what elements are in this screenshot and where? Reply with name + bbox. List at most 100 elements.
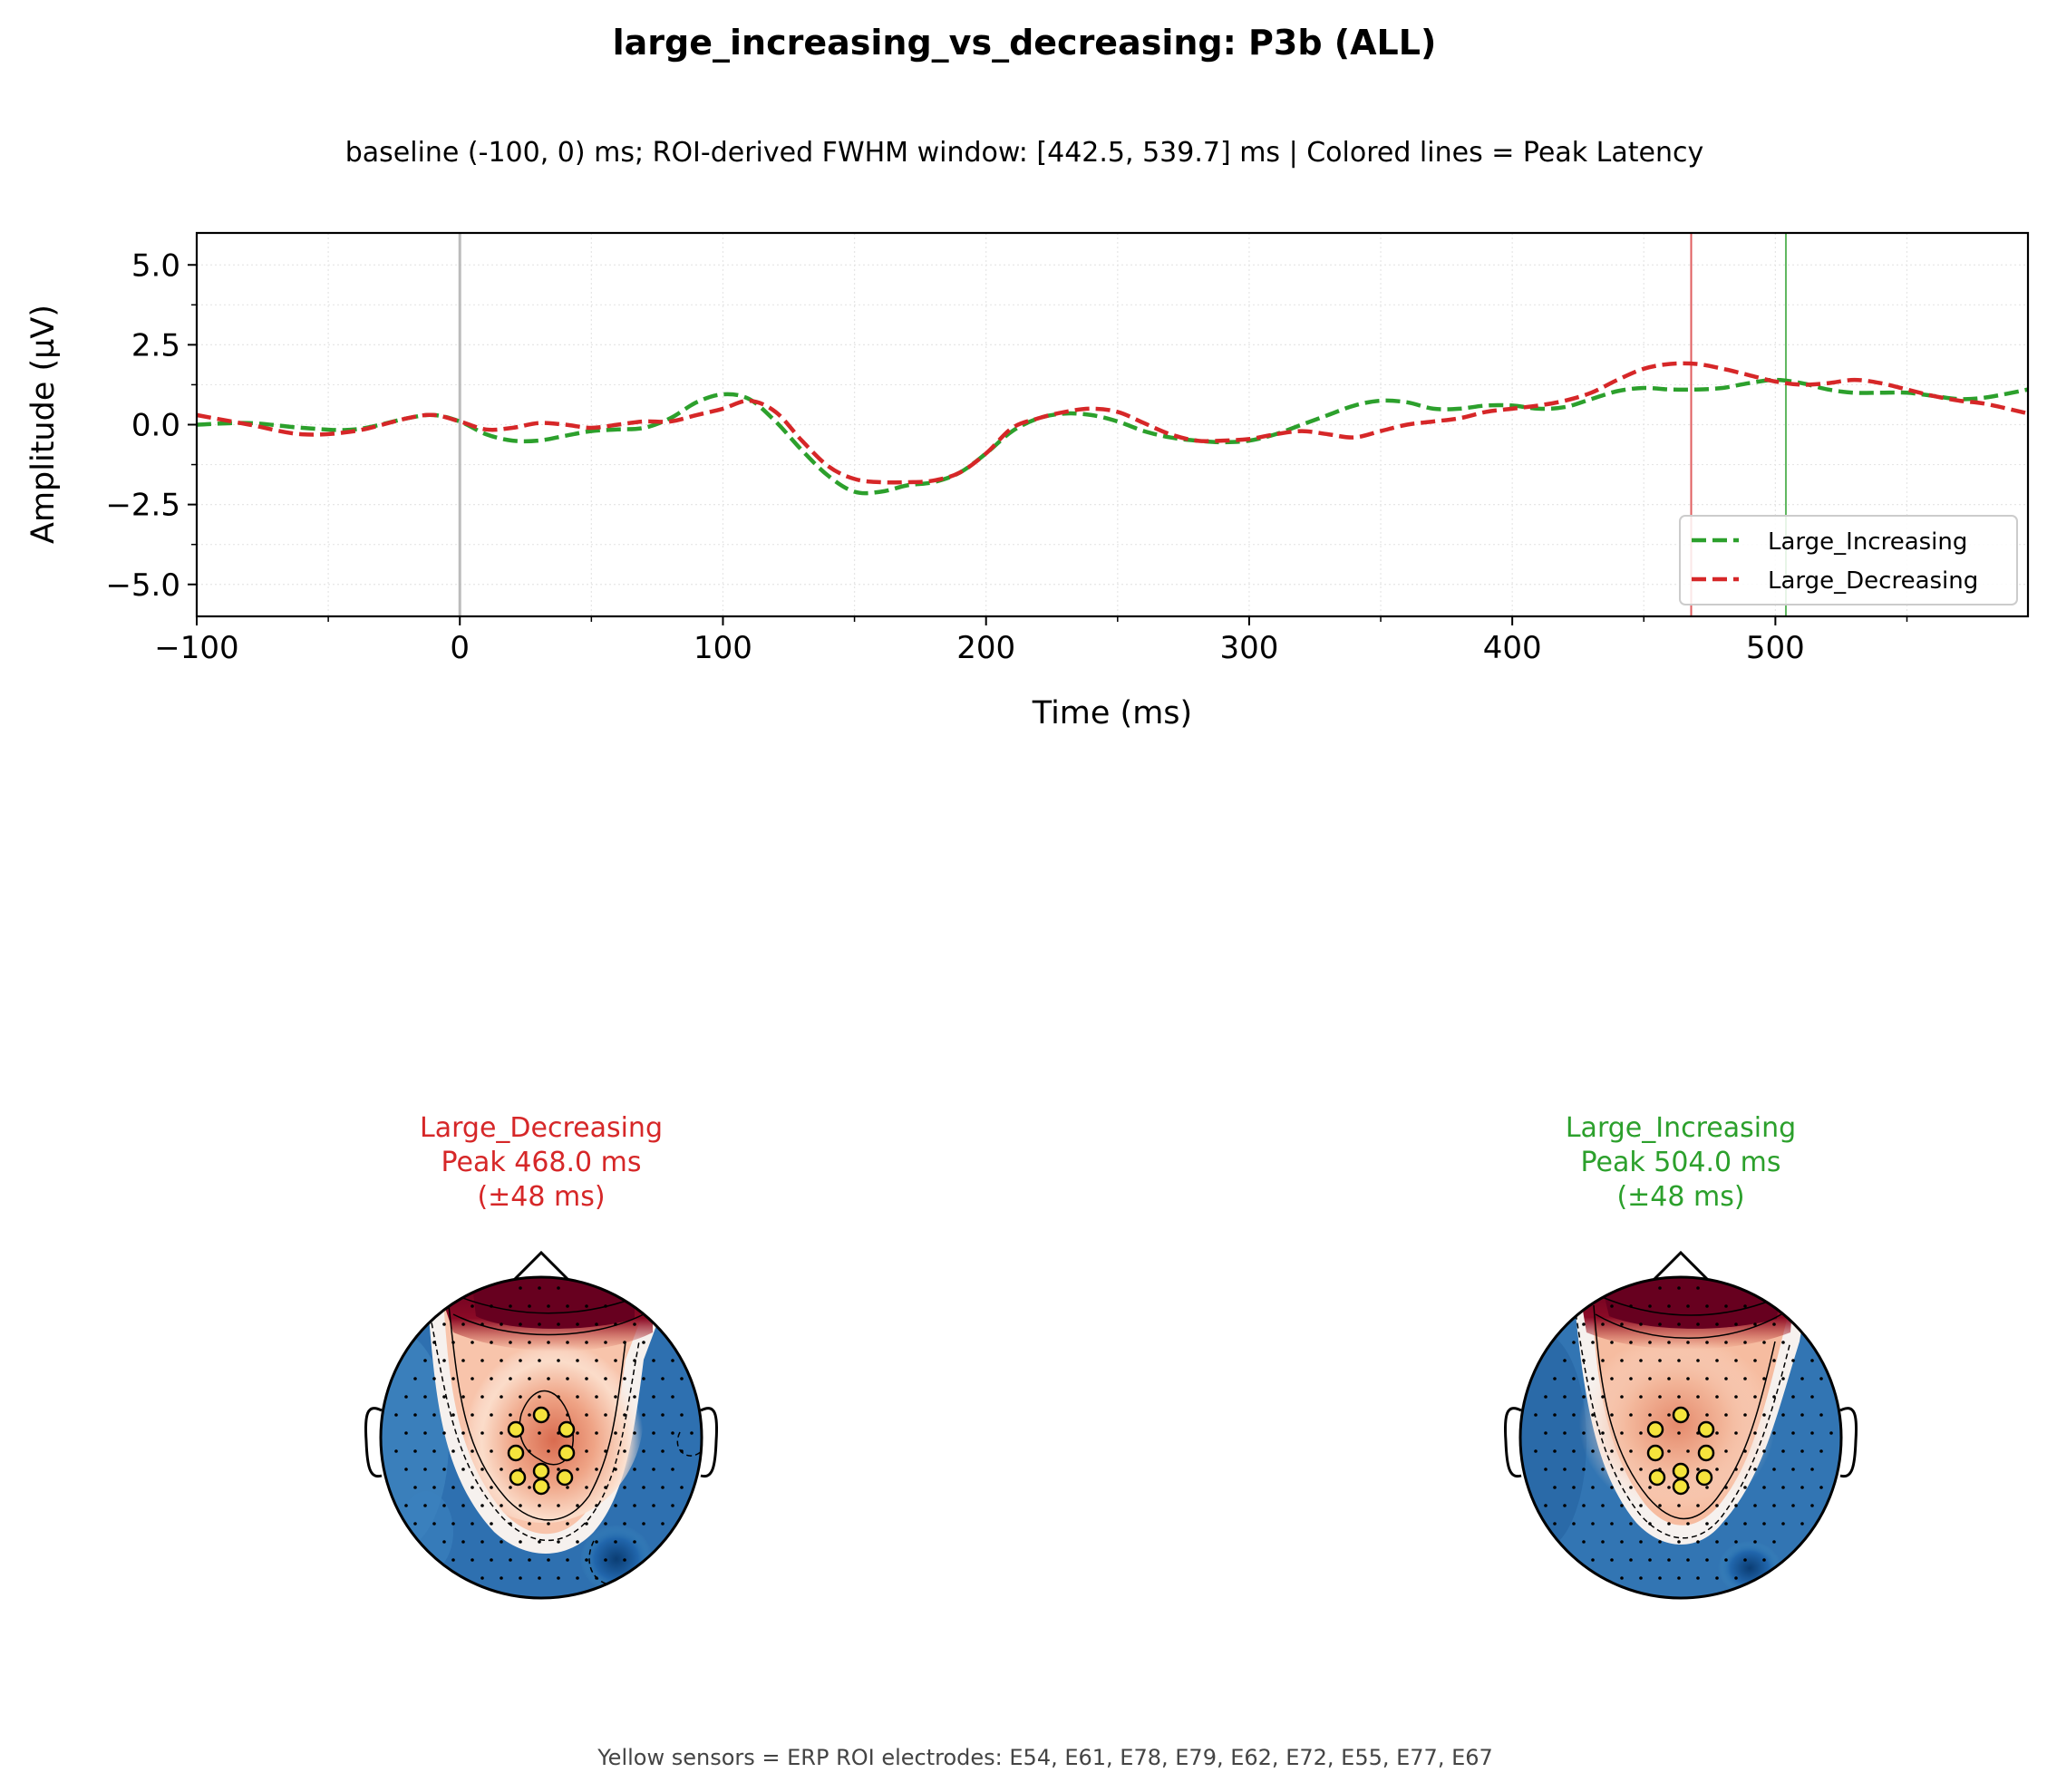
sensor-dot [451,1341,455,1344]
sensor-dot [1724,1413,1728,1417]
sensor-dot [404,1468,408,1471]
sensor-dot [432,1449,436,1453]
topomap-large-decreasing: Large_Decreasing Peak 468.0 ms (±48 ms) [364,1112,718,1600]
sensor-dot [633,1322,636,1326]
sensor-dot [1648,1558,1652,1562]
sensor-dot [1743,1413,1747,1417]
sensor-dot [1734,1540,1738,1544]
sensor-dot [1648,1413,1652,1417]
roi-electrode-marker [558,1444,576,1462]
sensor-dot [604,1558,607,1562]
sensor-dot [1667,1413,1671,1417]
sensor-dot [538,1286,541,1290]
sensor-dot [471,1522,474,1526]
sensor-dot [528,1377,531,1380]
sensor-dot [519,1286,522,1290]
sensor-dot [642,1377,645,1380]
sensor-dot [1639,1395,1643,1399]
sensor-dot [1743,1486,1747,1489]
sensor-dot [1544,1468,1547,1471]
sensor-dot [490,1413,493,1417]
sensor-dot [1601,1395,1605,1399]
sensor-dot [1639,1576,1643,1580]
sensor-dot [1677,1504,1681,1507]
sensor-dot [461,1504,465,1507]
sensor-dot [1810,1468,1814,1471]
sensor-dot [500,1468,503,1471]
sensor-dot [1724,1558,1728,1562]
sensor-dot [1677,1540,1681,1544]
sensor-dot [1753,1322,1757,1326]
sensor-dot [1601,1359,1605,1362]
sensor-dot [1591,1377,1595,1380]
sensor-dot [1762,1413,1766,1417]
sensor-dot [1667,1558,1671,1562]
sensor-dot [623,1522,626,1526]
sensor-dot [614,1504,617,1507]
series-line-large-increasing [197,377,2028,496]
sensor-dot [471,1449,474,1453]
sensor-dot [1620,1431,1624,1435]
x-tick-label: 100 [694,630,752,666]
sensor-dot [451,1522,455,1526]
sensor-dot [1705,1413,1709,1417]
sensor-dot [1715,1504,1719,1507]
sensor-dot [1639,1359,1643,1362]
sensor-dot [480,1468,484,1471]
sensor-dot [451,1413,455,1417]
sensor-dot [1582,1395,1586,1399]
sensor-dot [1762,1486,1766,1489]
roi-electrode-marker [1697,1444,1715,1462]
sensor-dot [604,1341,607,1344]
topomap-title-line2: Peak 504.0 ms [1580,1147,1780,1178]
sensor-dot [1705,1341,1709,1344]
sensor-dot [1791,1359,1795,1362]
sensor-dot [1591,1522,1595,1526]
sensor-dot [652,1359,655,1362]
sensor-dot [528,1522,531,1526]
sensor-dot [1629,1304,1633,1308]
footer-note: Yellow sensors = ERP ROI electrodes: E54… [597,1745,1493,1770]
sensor-dot [1639,1540,1643,1544]
sensor-dot [1743,1522,1747,1526]
sensor-dot [432,1377,436,1380]
sensor-dot [652,1431,655,1435]
sensor-dot [1810,1504,1814,1507]
sensor-dot [413,1377,417,1380]
sensor-dot [1734,1359,1738,1362]
sensor-dot [490,1522,493,1526]
sensor-dot [1800,1377,1804,1380]
sensor-dot [1629,1377,1633,1380]
sensor-dot [604,1522,607,1526]
sensor-dot [519,1359,522,1362]
sensor-dot [1724,1486,1728,1489]
sensor-dot [490,1558,493,1562]
sensor-dot [1753,1395,1757,1399]
sensor-dot [557,1286,560,1290]
sensor-dot [547,1377,550,1380]
sensor-dot [1591,1449,1595,1453]
sensor-dot [623,1341,626,1344]
sensor-dot [642,1341,645,1344]
roi-electrode-marker [1672,1477,1690,1496]
sensor-dot [528,1486,531,1489]
sensor-dot [1667,1522,1671,1526]
sensor-dot [1696,1395,1700,1399]
sensor-dot [1639,1322,1643,1326]
sensor-dot [519,1395,522,1399]
sensor-dot [519,1576,522,1580]
sensor-dot [1677,1395,1681,1399]
sensor-dot [680,1413,684,1417]
sensor-dot [1724,1341,1728,1344]
sensor-dot [1601,1504,1605,1507]
sensor-dot [1620,1468,1624,1471]
sensor-dot [604,1413,607,1417]
sensor-dot [1734,1468,1738,1471]
sensor-dot [1705,1558,1709,1562]
sensor-dot [585,1486,588,1489]
sensor-dot [1601,1540,1605,1544]
sensor-dot [633,1431,636,1435]
sensor-dot [1743,1377,1747,1380]
sensor-dot [404,1395,408,1399]
sensor-dot [413,1449,417,1453]
